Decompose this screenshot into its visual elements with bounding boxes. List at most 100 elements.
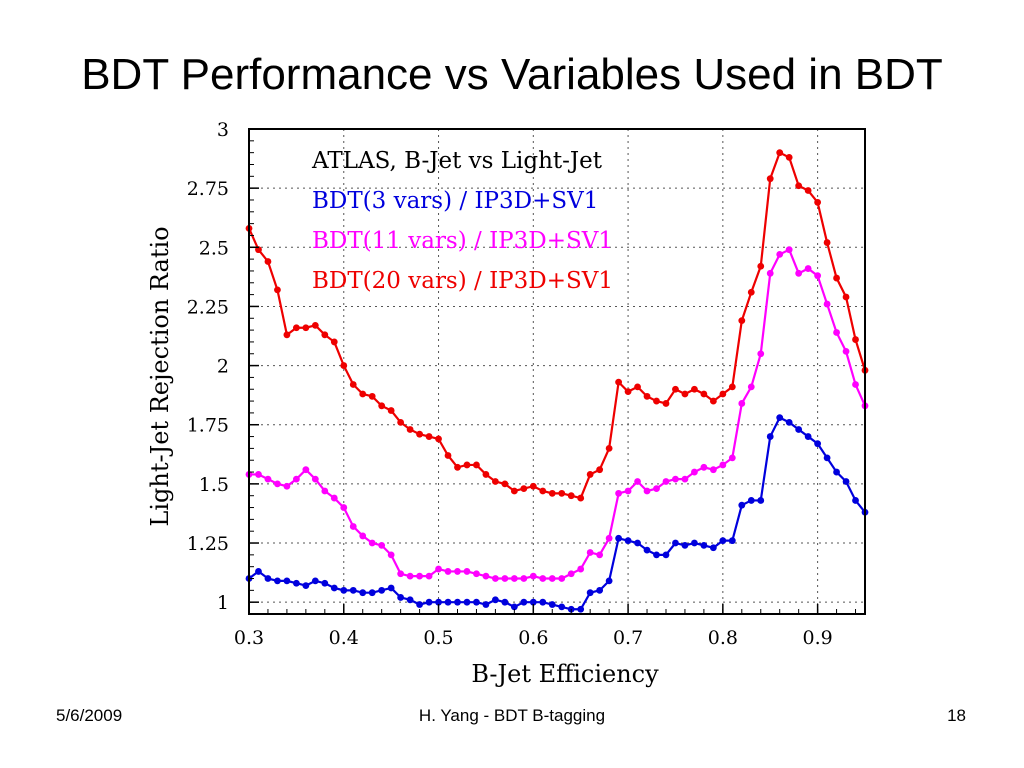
data-point xyxy=(283,331,291,339)
data-point xyxy=(406,572,414,580)
data-point xyxy=(368,539,376,547)
rejection-ratio-chart: 0.3 0.4 0.5 0.6 0.7 0.8 0.9 1 1.25 1.5 1.75 2 2.25 2.… xyxy=(146,119,869,688)
data-point xyxy=(728,537,736,545)
data-point xyxy=(359,532,367,540)
series-line xyxy=(249,248,867,580)
data-point xyxy=(387,407,395,414)
data-point xyxy=(292,579,300,587)
data-point xyxy=(691,385,698,393)
data-point xyxy=(463,461,471,469)
data-point xyxy=(634,539,641,547)
data-point xyxy=(340,586,348,594)
data-point xyxy=(833,468,840,476)
data-point xyxy=(757,350,765,358)
plot-frame xyxy=(248,128,866,615)
data-point xyxy=(785,418,793,426)
data-point xyxy=(634,383,641,391)
data-point xyxy=(804,433,812,440)
data-point xyxy=(615,534,622,542)
data-point xyxy=(520,485,528,493)
data-point xyxy=(624,487,632,495)
data-point xyxy=(321,579,329,587)
data-point xyxy=(653,397,660,405)
data-point xyxy=(700,390,708,398)
x-tick-label: 0.7 xyxy=(613,627,643,649)
data-point xyxy=(653,485,660,493)
data-point xyxy=(776,149,784,157)
data-point xyxy=(605,444,613,452)
data-point xyxy=(719,537,727,545)
data-point xyxy=(520,598,528,606)
data-point xyxy=(662,400,670,407)
data-point xyxy=(444,598,452,606)
series-line xyxy=(248,416,866,611)
data-point xyxy=(842,293,850,301)
footer-date: 5/6/2009 xyxy=(56,706,123,725)
axes: 0.3 0.4 0.5 0.6 0.7 0.8 0.9 1 1.25 1.5 1.75 2 2.25 2.… xyxy=(146,119,866,688)
data-point xyxy=(529,482,537,490)
series-layer xyxy=(245,149,869,613)
data-point xyxy=(852,497,859,504)
data-point xyxy=(406,426,414,433)
data-point xyxy=(473,461,480,469)
data-point xyxy=(378,541,386,549)
data-point xyxy=(634,478,641,485)
data-point xyxy=(330,584,338,592)
data-point xyxy=(264,575,272,582)
data-point xyxy=(776,414,784,422)
data-point xyxy=(757,497,765,504)
data-point xyxy=(785,153,793,161)
data-point xyxy=(501,575,509,582)
data-point xyxy=(548,489,556,497)
data-point xyxy=(558,575,566,582)
data-point xyxy=(359,589,367,597)
data-point xyxy=(416,430,423,438)
data-point xyxy=(596,586,604,594)
data-point xyxy=(596,551,604,559)
data-point xyxy=(397,570,405,578)
data-point xyxy=(567,492,575,500)
slide-title: BDT Performance vs Variables Used in BDT xyxy=(81,50,943,99)
data-point xyxy=(473,570,480,578)
data-point xyxy=(321,487,329,495)
data-point xyxy=(795,269,803,277)
data-point xyxy=(653,551,660,559)
y-axis-title: Light-Jet Rejection Ratio xyxy=(146,226,174,526)
data-point xyxy=(577,494,585,502)
data-point xyxy=(501,598,509,606)
y-tick-label: 1.25 xyxy=(187,533,229,555)
data-point xyxy=(444,452,452,459)
data-point xyxy=(406,596,414,604)
data-point xyxy=(292,324,300,332)
data-point xyxy=(691,539,698,547)
data-point xyxy=(283,577,291,585)
data-point xyxy=(804,187,812,194)
data-point xyxy=(510,603,518,611)
data-point xyxy=(425,572,433,580)
data-point xyxy=(492,596,499,604)
data-point xyxy=(558,489,566,497)
data-point xyxy=(387,584,395,592)
data-point xyxy=(709,466,717,474)
data-point xyxy=(510,575,518,582)
data-point xyxy=(368,392,376,400)
data-point xyxy=(643,487,651,495)
data-point xyxy=(776,250,784,258)
data-point xyxy=(548,601,556,608)
data-point xyxy=(292,475,300,483)
data-point xyxy=(539,575,547,582)
data-point xyxy=(643,546,651,554)
data-point xyxy=(311,577,319,585)
data-point xyxy=(435,435,442,443)
data-point xyxy=(728,383,736,391)
data-point xyxy=(274,286,281,294)
data-point xyxy=(700,541,708,549)
data-point xyxy=(454,568,461,575)
data-point xyxy=(548,575,556,582)
y-tick-label: 3 xyxy=(217,119,229,141)
data-point xyxy=(681,541,689,549)
data-point xyxy=(359,390,367,398)
data-point xyxy=(738,400,746,407)
data-point xyxy=(492,478,499,485)
data-point xyxy=(397,418,405,426)
